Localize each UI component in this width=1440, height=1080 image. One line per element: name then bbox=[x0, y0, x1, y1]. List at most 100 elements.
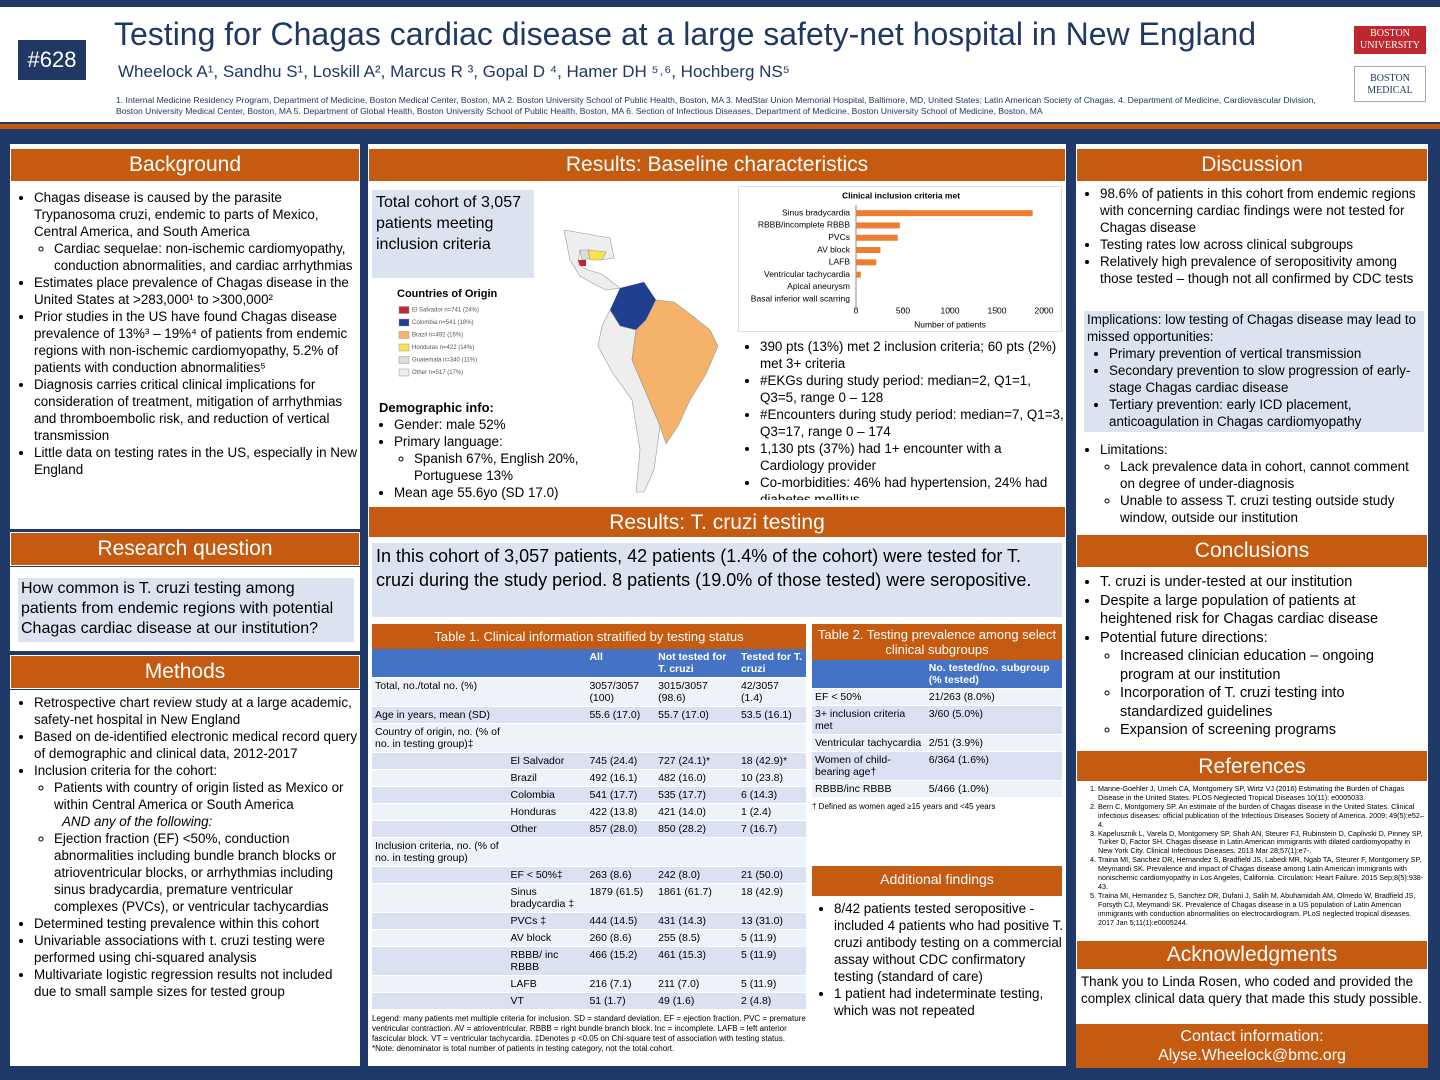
header-row: All Not tested for T. cruzi Tested for T. … bbox=[372, 649, 806, 678]
table-grid: No. tested/no. subgroup (% tested) EF < 5… bbox=[812, 660, 1062, 798]
y-tick-label: AV block bbox=[817, 244, 851, 254]
cell: Sinus bradycardia ‡ bbox=[507, 883, 587, 913]
legend-label: El Salvador n=741 (24%) bbox=[412, 308, 479, 314]
chart: Clinical inclusion criteria met Number o… bbox=[738, 186, 1062, 332]
legend-swatch bbox=[398, 368, 410, 377]
section-title: Results: Baseline characteristics bbox=[368, 148, 1066, 182]
map-title: Countries of Origin bbox=[397, 288, 498, 300]
y-tick-label: PVCs bbox=[828, 232, 850, 242]
cell bbox=[507, 677, 587, 707]
list-item: Spanish 67%, English 20%, Portuguese 13% bbox=[414, 450, 604, 484]
cell: 255 (8.5) bbox=[655, 929, 738, 947]
cell bbox=[737, 837, 806, 867]
cell bbox=[372, 803, 508, 821]
section-title: Discussion bbox=[1076, 148, 1428, 182]
cell bbox=[372, 975, 508, 993]
row: RBBB/ inc RBBB 466 (15.2) 461 (15.3) 5 (11.… bbox=[372, 946, 806, 976]
list: 390 pts (13%) met 2 inclusion criteria; … bbox=[738, 338, 1064, 500]
affiliations: 1. Internal Medicine Residency Program, … bbox=[116, 95, 1316, 116]
list: Limitations:Lack prevalence data in coho… bbox=[1078, 441, 1426, 526]
x-tick-label: 1500 bbox=[988, 305, 1007, 315]
row: EF < 50%‡ 263 (8.6) 242 (8.0) 21 (50.0) bbox=[372, 866, 806, 884]
cell: Country of origin, no. (% of no. in test… bbox=[372, 723, 508, 753]
cell: Other bbox=[507, 820, 587, 838]
cell: 18 (42.9) bbox=[737, 883, 806, 913]
list-item: Diagnosis carries critical clinical impl… bbox=[34, 376, 358, 444]
panel bbox=[10, 690, 360, 1066]
statement: In this cohort of 3,057 patients, 42 pat… bbox=[372, 543, 1062, 617]
cell: 421 (14.0) bbox=[655, 803, 738, 821]
cell: 492 (16.1) bbox=[586, 769, 656, 787]
map-region bbox=[587, 249, 607, 261]
list-item: Secondary prevention to slow progression… bbox=[1109, 362, 1421, 396]
cell: 42/3057 (1.4) bbox=[737, 677, 806, 707]
cell: 1 (2.4) bbox=[737, 803, 806, 821]
cell: 2/51 (3.9%) bbox=[925, 734, 1062, 752]
list-item: Mean age 55.6yo (SD 17.0) bbox=[394, 484, 604, 500]
list-item: Limitations:Lack prevalence data in coho… bbox=[1100, 441, 1426, 526]
list-item: Cardiac sequelae: non-ischemic cardiomyo… bbox=[54, 240, 358, 274]
list: Gender: male 52%Primary language:Spanish… bbox=[372, 416, 604, 500]
cell: 55.7 (17.0) bbox=[655, 706, 738, 724]
list-item: Increased clinician education – ongoing … bbox=[1120, 647, 1426, 684]
demo-title: Demographic info: bbox=[379, 400, 494, 415]
row: Age in years, mean (SD) 55.6 (17.0) 55.7 (… bbox=[372, 706, 806, 724]
cell: 263 (8.6) bbox=[586, 866, 656, 884]
cell: Colombia bbox=[507, 786, 587, 804]
x-tick-label: 2000 bbox=[1035, 305, 1054, 315]
list: 8/42 patients tested seropositive - incl… bbox=[812, 900, 1064, 1040]
table-block: Table 2. Testing prevalence among select… bbox=[812, 624, 1062, 860]
row: Ventricular tachycardia 2/51 (3.9%) bbox=[812, 734, 1062, 752]
list: Patients with country of origin listed a… bbox=[34, 779, 358, 915]
cell: Women of child-bearing age† bbox=[812, 751, 926, 781]
header-rule bbox=[0, 124, 1440, 129]
row: Colombia 541 (17.7) 535 (17.7) 6 (14.3) bbox=[372, 786, 806, 804]
list-item: Chagas disease is caused by the parasite… bbox=[34, 189, 358, 274]
cell bbox=[586, 723, 656, 753]
y-tick-label: Ventricular tachycardia bbox=[764, 269, 850, 279]
reference: Kapelusznik L, Varela D, Montgomery SP, … bbox=[1098, 829, 1426, 857]
cell: 444 (14.5) bbox=[586, 912, 656, 930]
panel bbox=[1076, 144, 1428, 1066]
cell bbox=[372, 929, 508, 947]
list-item: 1,130 pts (37%) had 1+ encounter with a … bbox=[760, 440, 1064, 474]
acknowledgment: Thank you to Linda Rosen, who coded and … bbox=[1081, 974, 1422, 1006]
row: Women of child-bearing age† 6/364 (1.6%) bbox=[812, 751, 1062, 781]
legend-swatch bbox=[398, 331, 410, 339]
header-cell: Tested for T. cruzi bbox=[737, 649, 806, 678]
list: 98.6% of patients in this cohort from en… bbox=[1078, 185, 1426, 307]
contact: Contact information: Alyse.Wheelock@bmc.… bbox=[1076, 1024, 1428, 1068]
list-item: T. cruzi is under-tested at our institut… bbox=[1100, 573, 1426, 592]
list-item: Despite a large population of patients a… bbox=[1100, 592, 1426, 629]
cell: 216 (7.1) bbox=[586, 975, 656, 993]
cell bbox=[372, 992, 508, 1010]
row: Brazil 492 (16.1) 482 (16.0) 10 (23.8) bbox=[372, 769, 806, 787]
list: Limitations:Lack prevalence data in coho… bbox=[1078, 441, 1426, 529]
text: Inclusion criteria for the cohort: bbox=[34, 763, 218, 778]
list-item: 98.6% of patients in this cohort from en… bbox=[1100, 185, 1426, 236]
cell: LAFB bbox=[507, 975, 587, 993]
cell: 727 (24.1)* bbox=[655, 752, 738, 770]
cell: PVCs ‡ bbox=[507, 912, 587, 930]
cell: 5 (11.9) bbox=[737, 946, 806, 976]
cell: 49 (1.6) bbox=[655, 992, 738, 1010]
table-title: Table 2. Testing prevalence among select… bbox=[812, 624, 1062, 660]
cell: 242 (8.0) bbox=[655, 866, 738, 884]
list-item: Inclusion criteria for the cohort:Patien… bbox=[34, 762, 358, 915]
header-cell bbox=[812, 660, 926, 689]
list: Retrospective chart review study at a la… bbox=[12, 694, 358, 1062]
legend-label: Brazil n=492 (16%) bbox=[412, 333, 463, 339]
cell bbox=[372, 883, 508, 913]
cohort: Total cohort of 3,057 patients meeting i… bbox=[372, 190, 534, 278]
list-item: Potential future directions:Increased cl… bbox=[1100, 629, 1426, 740]
cell: 3+ inclusion criteria met bbox=[812, 705, 926, 735]
row: EF < 50% 21/263 (8.0%) bbox=[812, 688, 1062, 706]
cell bbox=[372, 866, 508, 884]
header-row: No. tested/no. subgroup (% tested) bbox=[812, 660, 1062, 689]
section-title: Conclusions bbox=[1076, 534, 1428, 568]
table-block: Table 1. Clinical information stratified… bbox=[372, 624, 806, 1064]
legend-swatch bbox=[398, 306, 410, 314]
list-item: Determined testing prevalence within thi… bbox=[34, 915, 358, 932]
cell bbox=[372, 752, 508, 770]
